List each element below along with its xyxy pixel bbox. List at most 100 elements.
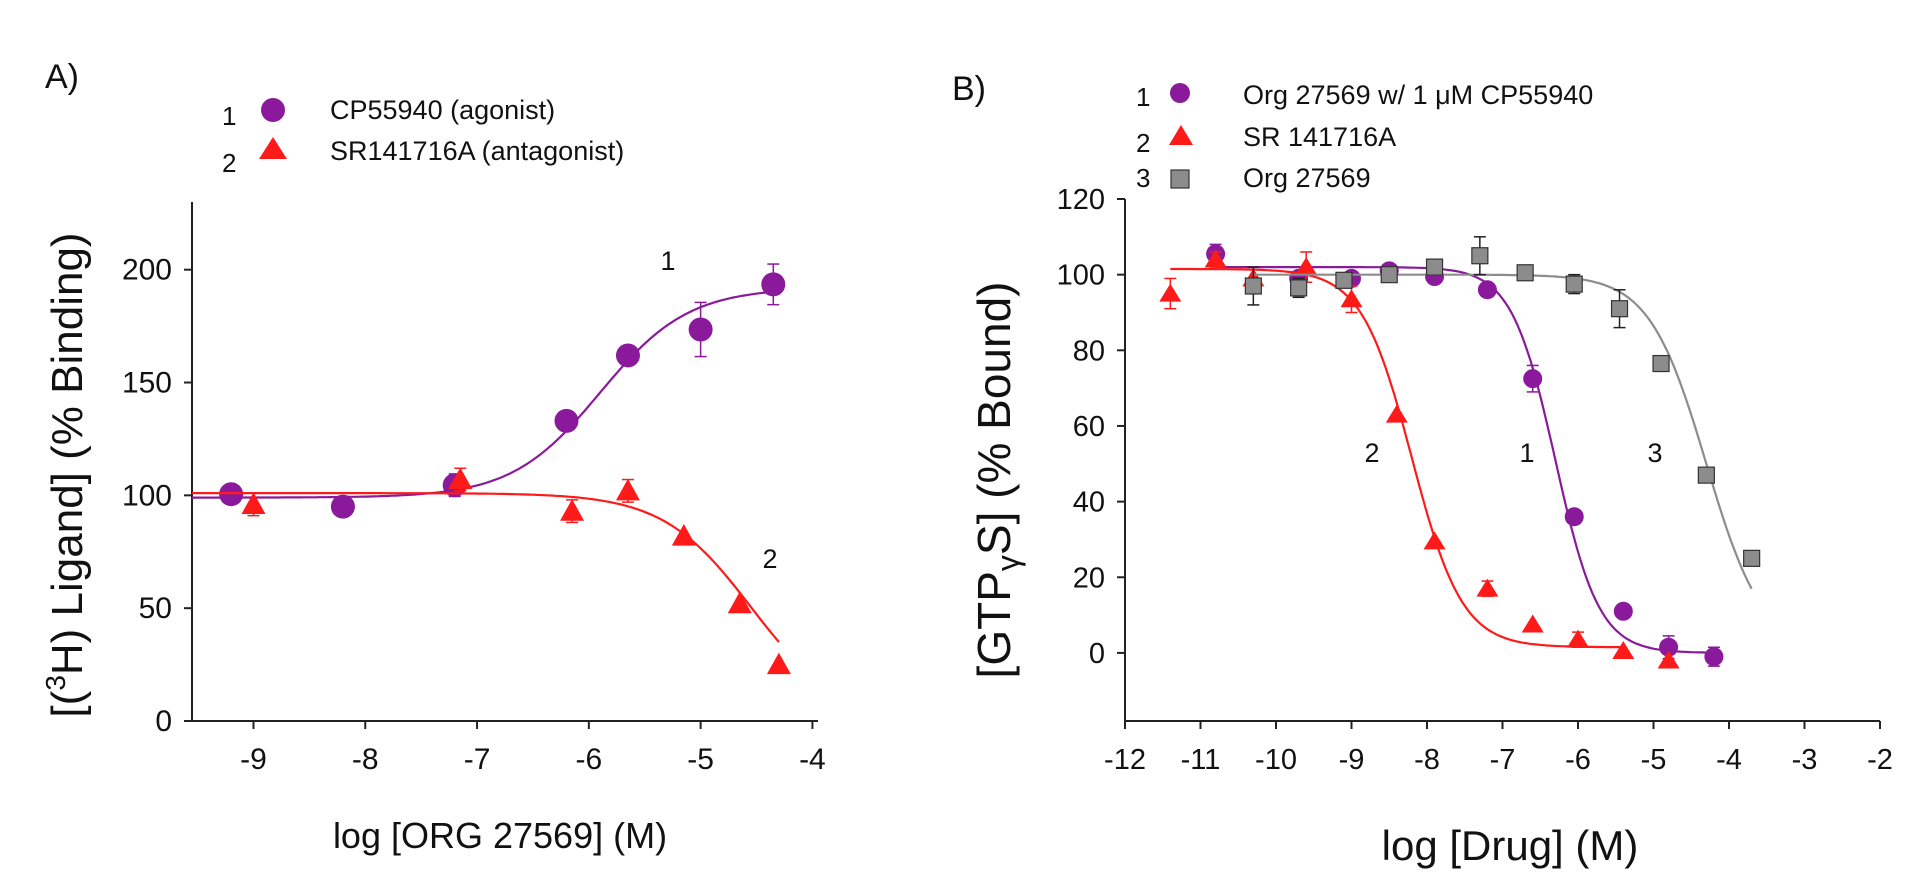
x-tick-label: -3 [1792, 744, 1818, 776]
y-tick-label: 0 [155, 705, 172, 738]
x-tick-label: -4 [799, 743, 826, 776]
data-point-circle [1613, 601, 1633, 621]
x-tick-label: -12 [1104, 744, 1146, 776]
y-tick-label: 120 [1057, 184, 1105, 216]
panel-b-legend: 1 Org 27569 w/ 1 μM CP55940 2 SR 141716A… [1136, 80, 1593, 193]
legend-a-number-1: 1 [222, 101, 236, 131]
fit-curve-1 [1215, 266, 1714, 654]
data-point-circle [330, 494, 355, 519]
curve-label-1: 1 [660, 246, 675, 276]
x-axis-label-b: log [Drug] (M) [1382, 822, 1639, 869]
legend-b-marker-square [1170, 169, 1190, 189]
y-tick-label: 40 [1073, 487, 1105, 519]
legend-a-number-2: 2 [222, 148, 236, 178]
fit-curve-1 [192, 290, 774, 499]
data-point-triangle [1204, 249, 1227, 268]
data-point-triangle [766, 652, 791, 675]
x-tick-label: -6 [575, 743, 602, 776]
legend-a-marker-circle [261, 98, 285, 122]
data-point-triangle [1612, 641, 1635, 660]
y-axis-label-a: [(3H) Ligand] (% Binding) [40, 232, 92, 717]
curve-label-1: 1 [1519, 438, 1534, 468]
legend-a-label-2: SR141716A (antagonist) [330, 136, 624, 166]
x-tick-label: -7 [464, 743, 491, 776]
data-point-triangle [241, 492, 266, 514]
data-point-square [1471, 247, 1489, 265]
panel-b: B) 1 Org 27569 w/ 1 μM CP55940 2 SR 1417… [952, 70, 1893, 869]
data-point-circle [1564, 507, 1584, 527]
data-point-triangle [1340, 289, 1363, 308]
x-axis-label-a: log [ORG 27569] (M) [333, 815, 667, 856]
data-point-triangle [1657, 650, 1680, 669]
data-point-triangle [671, 523, 696, 546]
legend-a-label-1: CP55940 (agonist) [330, 95, 555, 125]
data-point-square [1425, 258, 1444, 276]
data-point-square [1565, 275, 1583, 293]
legend-b-number-3: 3 [1136, 163, 1150, 193]
data-point-triangle [615, 478, 640, 501]
data-point-circle [1704, 647, 1724, 667]
plot-area-b: -12 -11 -10 -9 -8 -7 -6 -5 -4 -3 -2 0 20 40 60 80 100 120… [1057, 184, 1893, 776]
curve-label-2: 2 [1364, 438, 1379, 468]
data-point-triangle [1385, 404, 1408, 423]
legend-b-label-3: Org 27569 [1243, 163, 1371, 193]
data-point-square [1335, 271, 1353, 289]
x-tick-label: -6 [1565, 744, 1591, 776]
y-tick-label: 0 [1089, 638, 1105, 670]
data-point-triangle [1567, 629, 1589, 648]
plot-area-a: -9 -8 -7 -6 -5 -4 0 50 100 150 200 1 2 [122, 202, 826, 776]
x-tick-label: -7 [1490, 744, 1516, 776]
legend-a-marker-triangle [259, 137, 287, 159]
y-tick-label: 50 [139, 592, 172, 625]
data-point-circle [219, 482, 244, 507]
curve-label-3: 3 [1647, 438, 1662, 468]
y-tick-label: 150 [122, 367, 172, 400]
x-tick-label: -9 [240, 743, 267, 776]
data-point-circle [1659, 637, 1679, 657]
y-tick-label: 100 [122, 479, 172, 512]
legend-b-number-2: 2 [1136, 128, 1150, 158]
y-tick-label: 80 [1073, 335, 1105, 367]
x-tick-label: -11 [1181, 744, 1221, 776]
legend-b-marker-triangle [1169, 125, 1193, 145]
x-tick-label: -2 [1867, 744, 1893, 776]
legend-b-label-1: Org 27569 w/ 1 μM CP55940 [1243, 80, 1593, 110]
fit-curve-3 [1253, 273, 1753, 590]
x-tick-label: -9 [1339, 744, 1365, 776]
data-point-square [1244, 277, 1262, 295]
y-tick-label: 60 [1073, 411, 1105, 443]
x-tick-label: -5 [687, 743, 714, 776]
panel-b-label: B) [952, 70, 986, 108]
data-point-square [1610, 300, 1629, 318]
data-point-square [1743, 549, 1761, 567]
data-point-circle [1523, 369, 1543, 389]
fit-curve-2 [1170, 267, 1624, 649]
data-point-square [1516, 264, 1534, 282]
data-point-triangle [1521, 614, 1544, 633]
x-tick-label: -8 [1414, 744, 1440, 776]
panel-a-label: A) [45, 58, 79, 96]
x-tick-label: -10 [1255, 744, 1297, 776]
data-point-triangle [1423, 531, 1446, 550]
data-point-triangle [448, 467, 473, 490]
data-point-triangle [560, 499, 585, 521]
y-tick-label: 20 [1073, 562, 1105, 594]
curve-label-2: 2 [762, 544, 777, 574]
data-point-triangle [1295, 257, 1318, 276]
data-point-square [1697, 466, 1715, 484]
y-tick-label: 100 [1057, 260, 1105, 292]
panel-a-legend: 1 CP55940 (agonist) 2 SR141716A (antagon… [222, 95, 624, 178]
y-tick-label: 200 [122, 254, 172, 287]
legend-b-label-2: SR 141716A [1243, 122, 1396, 152]
fit-curve-2 [192, 492, 780, 643]
data-point-square [1380, 266, 1398, 284]
data-point-circle [615, 343, 640, 368]
y-axis-label-b: [GTPγS] (% Bound) [968, 282, 1026, 679]
data-point-circle [761, 272, 786, 297]
data-point-circle [554, 408, 579, 433]
data-point-triangle [1476, 578, 1499, 597]
data-point-square [1652, 354, 1670, 373]
data-point-circle [688, 317, 713, 342]
data-point-circle [1477, 280, 1497, 300]
